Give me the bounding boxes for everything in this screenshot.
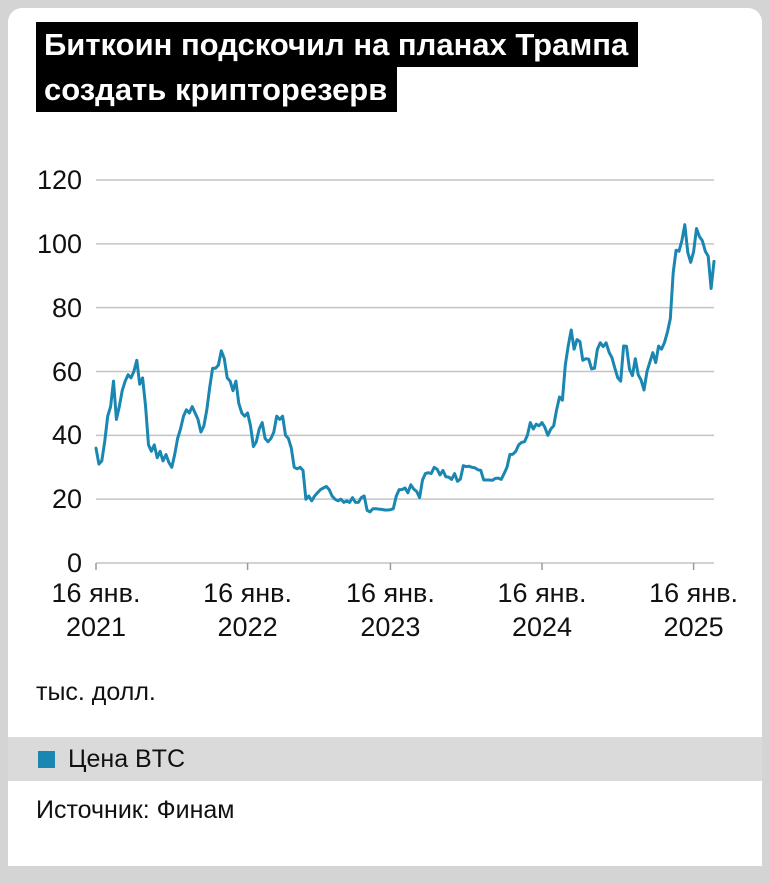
y-axis-unit-label: тыс. долл. <box>36 678 156 706</box>
x-tick-label-day: 16 янв. <box>203 578 293 608</box>
btc-price-chart: 0 20 40 60 80 100 120 16 янв. 2021 16 янв. 2022 16 … <box>8 164 762 650</box>
x-tick-label-year: 2022 <box>217 612 278 642</box>
price-line <box>94 223 716 514</box>
x-tick-label: 16 янв. 2022 <box>182 576 314 644</box>
x-tick-label: 16 янв. 2025 <box>628 576 760 644</box>
article-card: Биткоин подскочил на планах Трампа созда… <box>8 8 762 866</box>
y-tick-label: 0 <box>66 548 82 578</box>
x-tick-label-year: 2023 <box>360 612 421 642</box>
x-tick-label-day: 16 янв. <box>497 578 587 608</box>
y-tick-label: 60 <box>51 356 82 387</box>
y-tick-label: 80 <box>51 292 82 323</box>
y-tick-label: 100 <box>36 228 82 259</box>
y-tick-label: 40 <box>51 420 82 451</box>
x-tick-label: 16 янв. 2024 <box>476 576 608 644</box>
legend: Цена BTC <box>8 737 762 781</box>
y-tick-label: 120 <box>36 165 82 195</box>
x-tick-label-day: 16 янв. <box>649 578 739 608</box>
title-line-2: создать крипторезерв <box>36 67 398 112</box>
legend-color-swatch <box>38 750 55 768</box>
plot-area <box>94 179 716 570</box>
x-tick-label: 16 янв. 2021 <box>30 576 162 644</box>
legend-series-label: Цена BTC <box>68 744 186 773</box>
x-tick-label-day: 16 янв. <box>345 578 435 608</box>
x-tick-label: 16 янв. 2023 <box>324 576 456 644</box>
x-tick-label-year: 2025 <box>663 612 724 642</box>
title-line-1: Биткоин подскочил на планах Трампа <box>36 22 639 67</box>
y-tick-label: 20 <box>51 484 82 515</box>
source-line: Источник: Финам <box>36 796 235 824</box>
x-tick-label-year: 2021 <box>65 612 127 642</box>
article-title: Биткоин подскочил на планах Трампа созда… <box>36 22 762 112</box>
x-tick-label-year: 2024 <box>511 612 573 642</box>
x-tick-label-day: 16 янв. <box>51 578 141 608</box>
plot-svg <box>94 179 716 570</box>
